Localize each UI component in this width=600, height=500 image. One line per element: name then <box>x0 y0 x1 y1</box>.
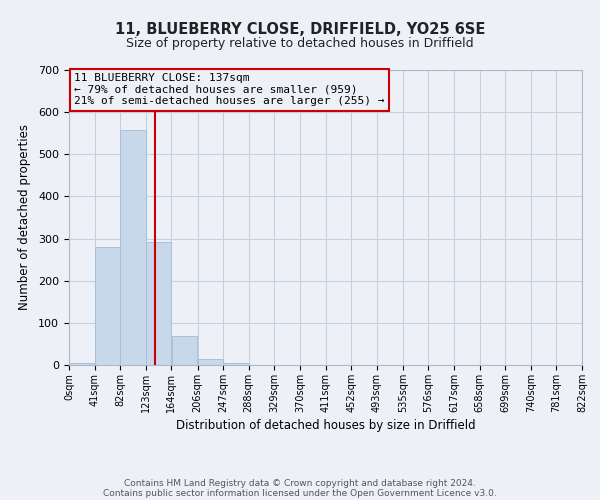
Y-axis label: Number of detached properties: Number of detached properties <box>18 124 31 310</box>
Text: Contains public sector information licensed under the Open Government Licence v3: Contains public sector information licen… <box>103 488 497 498</box>
Bar <box>95 247 120 365</box>
Bar <box>69 363 94 365</box>
Bar <box>223 363 248 365</box>
Text: Size of property relative to detached houses in Driffield: Size of property relative to detached ho… <box>126 38 474 51</box>
Text: Contains HM Land Registry data © Crown copyright and database right 2024.: Contains HM Land Registry data © Crown c… <box>124 478 476 488</box>
Bar <box>146 242 171 365</box>
Bar <box>198 359 223 365</box>
X-axis label: Distribution of detached houses by size in Driffield: Distribution of detached houses by size … <box>176 419 475 432</box>
Text: 11, BLUEBERRY CLOSE, DRIFFIELD, YO25 6SE: 11, BLUEBERRY CLOSE, DRIFFIELD, YO25 6SE <box>115 22 485 38</box>
Bar <box>172 336 197 365</box>
Bar <box>121 130 146 365</box>
Text: 11 BLUEBERRY CLOSE: 137sqm
← 79% of detached houses are smaller (959)
21% of sem: 11 BLUEBERRY CLOSE: 137sqm ← 79% of deta… <box>74 73 385 106</box>
